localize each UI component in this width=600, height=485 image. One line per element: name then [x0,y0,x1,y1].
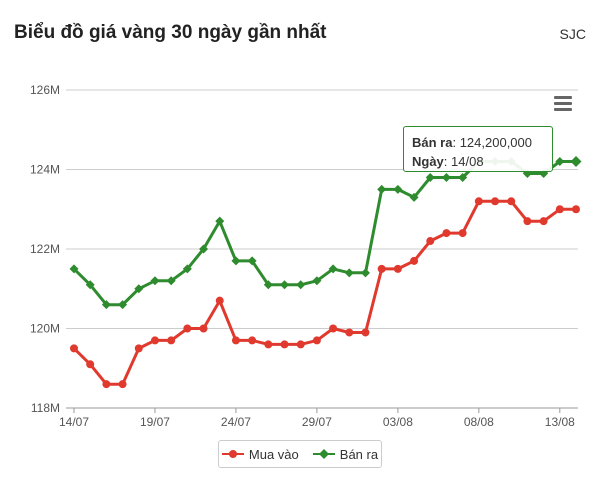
legend-marker-ban-ra [312,449,335,459]
data-point-ban-ra [344,268,354,278]
data-point-mua-vao [134,344,143,353]
data-point-ban-ra [166,276,176,286]
data-point-mua-vao [280,340,289,349]
data-point-ban-ra [555,157,565,167]
data-point-mua-vao [361,328,370,337]
y-tick-label: 120M [30,322,60,336]
hover-tooltip: Bán ra: 124,200,000 Ngày: 14/08 [403,126,553,172]
data-point-mua-vao [507,197,516,206]
x-tick-label: 14/07 [59,415,89,429]
legend-item-ban-ra[interactable]: Bán ra [312,446,379,462]
data-point-mua-vao [329,324,338,333]
y-tick-label: 124M [30,163,60,177]
data-point-mua-vao [523,217,532,226]
data-point-ban-ra [182,264,192,274]
data-point-ban-ra [231,256,241,266]
data-point-mua-vao [199,324,208,333]
data-point-ban-ra [328,264,338,274]
data-point-ban-ra [118,300,128,310]
data-point-mua-vao [248,336,257,345]
chart-title: Biểu đồ giá vàng 30 ngày gần nhất [14,22,327,43]
data-point-mua-vao [86,360,95,369]
data-point-mua-vao [118,380,127,389]
data-point-mua-vao [264,340,273,349]
series-line-mua-vao [72,199,576,386]
data-point-mua-vao [474,197,483,206]
tooltip-value: 124,200,000 [459,135,532,150]
data-point-ban-ra [134,284,144,294]
data-point-mua-vao [410,256,419,265]
data-point-mua-vao [312,336,321,345]
chart-legend: Mua vào Bán ra [218,440,382,468]
data-point-mua-vao [555,205,564,214]
data-point-mua-vao [231,336,240,345]
x-tick-label: 08/08 [464,415,494,429]
legend-label-mua-vao: Mua vào [248,446,299,462]
data-point-mua-vao [102,380,111,389]
tooltip-date-label: Ngày [412,154,444,169]
data-point-ban-ra [247,256,257,266]
series-line-ban-ra [72,160,576,307]
series-lines [69,156,582,389]
data-point-ban-ra [85,280,95,290]
y-tick-label: 126M [30,83,60,97]
data-point-ban-ra [215,216,225,226]
data-point-mua-vao [150,336,159,345]
y-tick-label: 122M [30,242,60,256]
chart-menu-icon[interactable] [552,94,574,112]
data-point-ban-ra [425,172,435,182]
data-point-mua-vao [458,229,467,238]
x-tick-label: 03/08 [383,415,413,429]
data-point-ban-ra [409,192,419,202]
y-tick-label: 118M [31,401,60,415]
legend-label-ban-ra: Bán ra [339,446,379,462]
grid-lines [66,89,578,409]
data-point-mua-vao [539,217,548,226]
tooltip-date: 14/08 [451,154,484,169]
data-point-mua-vao [442,229,451,238]
data-point-mua-vao [183,324,192,333]
y-axis-ticks: 118M 120M 122M 124M 126M [30,83,60,415]
data-point-mua-vao [345,328,354,337]
data-point-mua-vao [393,264,402,273]
data-point-ban-ra [199,244,209,254]
x-tick-label: 24/07 [221,415,251,429]
data-point-ban-ra [377,184,387,194]
data-point-ban-ra [280,280,290,290]
data-point-ban-ra [263,280,273,290]
data-point-ban-ra [360,268,370,278]
data-point-mua-vao [167,336,176,345]
x-tick-label: 19/07 [140,415,170,429]
data-point-ban-ra [312,276,322,286]
data-point-mua-vao [377,264,386,273]
tooltip-value-row: Bán ra: 124,200,000 [412,135,532,150]
data-point-ban-ra [441,172,451,182]
x-tick-label: 13/08 [545,415,575,429]
data-point-mua-vao [70,344,78,353]
x-tick-label: 29/07 [302,415,332,429]
data-point-mua-vao [426,237,435,246]
data-point-ban-ra [101,300,111,310]
data-point-ban-ra [458,172,468,182]
x-axis-ticks: 14/07 19/07 24/07 29/07 03/08 08/08 13/08 [59,408,575,429]
data-point-mua-vao [296,340,305,349]
data-point-mua-vao [491,197,500,206]
data-point-ban-ra [570,156,582,168]
legend-item-mua-vao[interactable]: Mua vào [221,446,299,462]
data-point-ban-ra [150,276,160,286]
data-point-ban-ra [69,264,79,274]
data-point-ban-ra [393,184,403,194]
legend-marker-mua-vao [221,450,244,458]
data-point-mua-vao [572,205,580,214]
data-point-ban-ra [296,280,306,290]
data-point-mua-vao [215,296,224,305]
tooltip-date-row: Ngày: 14/08 [412,154,484,169]
brand-label: SJC [559,26,586,42]
tooltip-series-label: Bán ra [412,135,453,150]
